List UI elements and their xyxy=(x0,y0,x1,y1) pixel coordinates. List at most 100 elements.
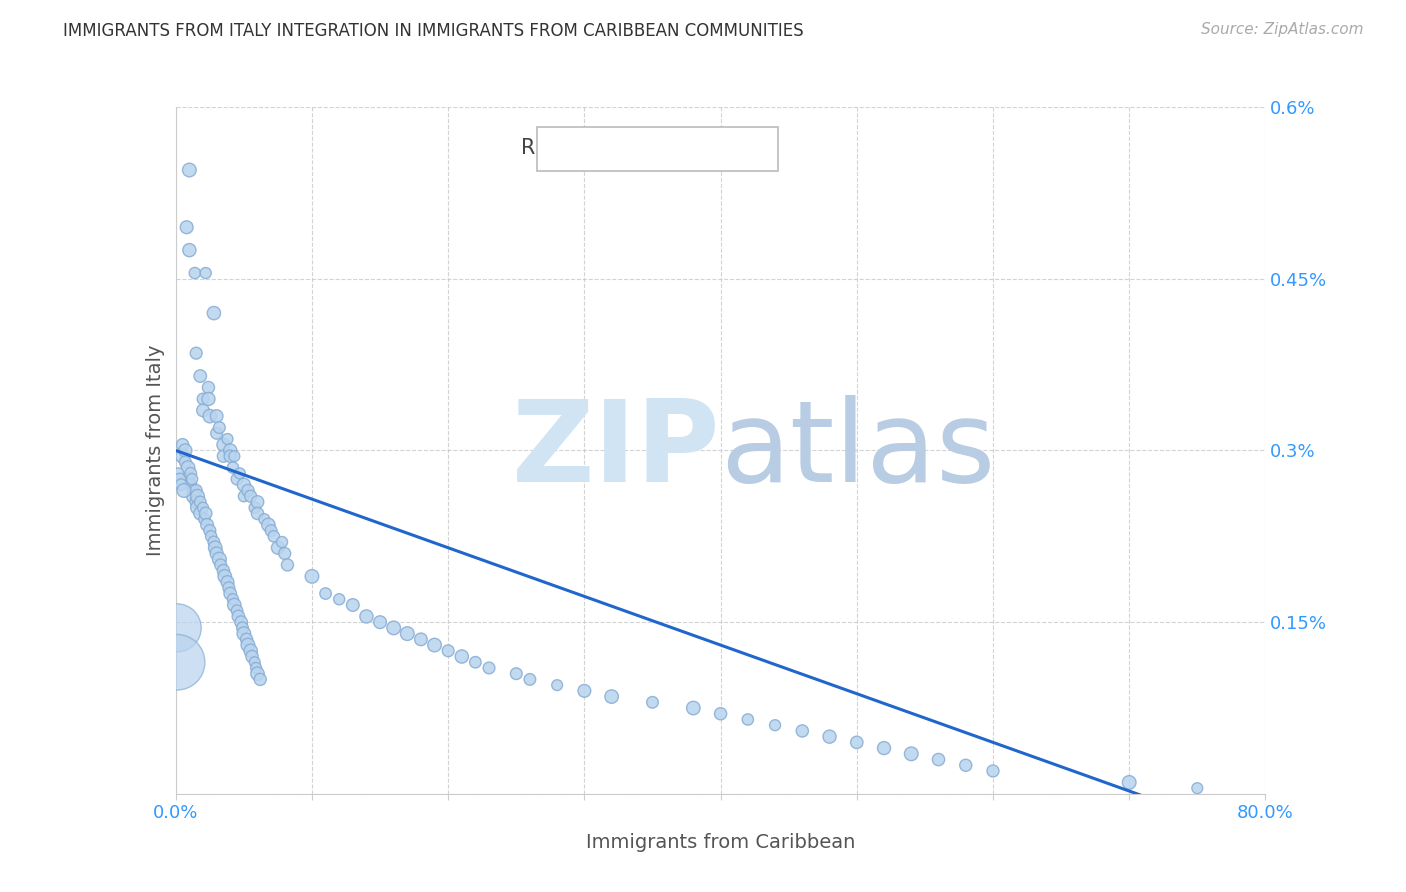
Point xyxy=(249,673,271,687)
FancyBboxPatch shape xyxy=(537,128,778,171)
Point xyxy=(328,592,350,607)
Point xyxy=(217,432,239,446)
Point xyxy=(218,581,240,595)
Point xyxy=(188,507,211,521)
Point xyxy=(342,598,364,612)
Point xyxy=(245,661,267,675)
Point xyxy=(243,500,266,515)
Point xyxy=(183,489,205,503)
Point xyxy=(236,483,259,498)
Point xyxy=(179,163,201,178)
Text: -0.624: -0.624 xyxy=(568,138,636,159)
Point xyxy=(232,478,254,492)
Point xyxy=(845,735,868,749)
Point xyxy=(167,467,190,481)
Point xyxy=(194,266,217,280)
Point xyxy=(212,564,235,578)
Point xyxy=(478,661,501,675)
Point xyxy=(200,529,222,543)
Point xyxy=(450,649,472,664)
Point xyxy=(219,449,242,463)
Point xyxy=(229,467,252,481)
Text: 125: 125 xyxy=(689,138,730,159)
Point xyxy=(191,500,214,515)
Point xyxy=(409,632,432,647)
Point xyxy=(214,569,236,583)
Point xyxy=(202,306,225,320)
Point xyxy=(226,472,249,486)
Point xyxy=(232,489,254,503)
Point xyxy=(246,495,269,509)
Point xyxy=(205,546,228,561)
Text: R =: R = xyxy=(522,138,567,159)
Point xyxy=(236,638,259,652)
Point xyxy=(191,392,214,406)
Text: IMMIGRANTS FROM ITALY INTEGRATION IN IMMIGRANTS FROM CARIBBEAN COMMUNITIES: IMMIGRANTS FROM ITALY INTEGRATION IN IMM… xyxy=(63,22,804,40)
Point xyxy=(208,552,231,566)
Point xyxy=(186,346,208,360)
Point xyxy=(186,500,209,515)
X-axis label: Immigrants from Caribbean: Immigrants from Caribbean xyxy=(586,833,855,853)
Point xyxy=(224,598,246,612)
Point xyxy=(176,220,198,235)
Point xyxy=(737,713,759,727)
Point xyxy=(260,524,283,538)
Point xyxy=(194,507,217,521)
Point xyxy=(209,558,232,572)
Point xyxy=(437,644,460,658)
Point xyxy=(193,512,215,526)
Point xyxy=(574,683,596,698)
Point xyxy=(169,472,191,486)
Point xyxy=(186,483,208,498)
Point xyxy=(240,649,263,664)
Point xyxy=(228,609,250,624)
Point xyxy=(224,449,246,463)
Point xyxy=(174,443,197,458)
Point xyxy=(239,489,262,503)
Point xyxy=(267,541,290,555)
Point xyxy=(212,438,235,452)
Point xyxy=(197,380,219,394)
Point xyxy=(179,243,201,257)
Point xyxy=(181,472,204,486)
Point xyxy=(198,524,221,538)
Point xyxy=(955,758,977,772)
Point xyxy=(519,673,541,687)
Point xyxy=(172,438,194,452)
Point xyxy=(205,426,228,441)
Point xyxy=(763,718,786,732)
Point xyxy=(243,655,266,669)
Point xyxy=(253,512,276,526)
Point xyxy=(710,706,733,721)
Point xyxy=(198,409,221,424)
Point xyxy=(217,575,239,590)
Point xyxy=(219,586,242,600)
Point xyxy=(1118,775,1140,789)
Point xyxy=(246,507,269,521)
Point xyxy=(166,655,188,669)
Point xyxy=(208,420,231,434)
Point xyxy=(928,753,950,767)
Point xyxy=(257,517,280,532)
Point xyxy=(271,535,294,549)
Point xyxy=(423,638,446,652)
Point xyxy=(505,666,527,681)
Point xyxy=(873,741,896,756)
Point xyxy=(600,690,623,704)
Point xyxy=(546,678,568,692)
Point xyxy=(792,723,814,738)
Point xyxy=(900,747,922,761)
Text: ZIP: ZIP xyxy=(512,395,721,506)
Point xyxy=(177,472,200,486)
Point xyxy=(818,730,841,744)
Point xyxy=(276,558,298,572)
Point xyxy=(222,460,245,475)
Point xyxy=(172,449,194,463)
Point xyxy=(981,764,1004,778)
Text: atlas: atlas xyxy=(721,395,995,506)
Point xyxy=(1187,781,1209,796)
Point xyxy=(180,467,202,481)
Point xyxy=(183,483,205,498)
Point xyxy=(166,621,188,635)
Point xyxy=(173,483,195,498)
